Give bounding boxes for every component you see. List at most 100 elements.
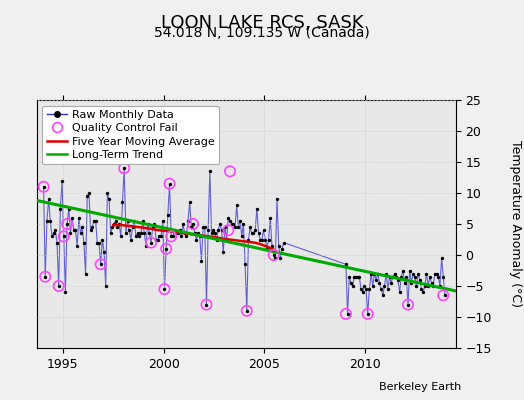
Point xyxy=(342,261,350,268)
Point xyxy=(409,270,417,277)
Point xyxy=(110,221,118,227)
Point xyxy=(387,280,396,286)
Point xyxy=(192,236,201,243)
Point xyxy=(63,221,71,227)
Point xyxy=(180,230,189,236)
Point xyxy=(239,221,248,227)
Point xyxy=(224,214,233,221)
Point xyxy=(64,205,73,212)
Point xyxy=(167,233,176,240)
Point xyxy=(140,230,148,236)
Y-axis label: Temperature Anomaly (°C): Temperature Anomaly (°C) xyxy=(509,140,522,308)
Text: Berkeley Earth: Berkeley Earth xyxy=(379,382,461,392)
Point xyxy=(132,233,140,240)
Point xyxy=(39,184,48,190)
Point xyxy=(368,283,377,289)
Point xyxy=(100,249,108,255)
Point xyxy=(71,227,80,233)
Point xyxy=(402,274,410,280)
Point xyxy=(112,218,120,224)
Point xyxy=(159,218,167,224)
Point xyxy=(384,286,392,292)
Point xyxy=(127,236,135,243)
Point xyxy=(201,224,209,230)
Point xyxy=(90,218,98,224)
Point xyxy=(81,270,90,277)
Point xyxy=(185,199,194,206)
Point xyxy=(145,230,154,236)
Point xyxy=(251,227,259,233)
Point xyxy=(407,280,416,286)
Point xyxy=(166,180,174,187)
Point xyxy=(176,227,184,233)
Point xyxy=(419,289,427,295)
Point xyxy=(98,236,106,243)
Point xyxy=(379,292,387,298)
Point xyxy=(162,246,170,252)
Point xyxy=(249,230,258,236)
Point xyxy=(61,289,70,295)
Legend: Raw Monthly Data, Quality Control Fail, Five Year Moving Average, Long-Term Tren: Raw Monthly Data, Quality Control Fail, … xyxy=(42,106,220,164)
Point xyxy=(130,218,138,224)
Point xyxy=(236,218,244,224)
Point xyxy=(269,252,278,258)
Point xyxy=(85,190,93,196)
Point xyxy=(122,230,130,236)
Point xyxy=(421,283,429,289)
Point xyxy=(93,239,102,246)
Point xyxy=(256,236,265,243)
Point xyxy=(115,221,123,227)
Point xyxy=(253,205,261,212)
Point xyxy=(263,246,271,252)
Point xyxy=(439,292,447,298)
Point xyxy=(396,289,404,295)
Point xyxy=(209,227,217,233)
Point xyxy=(372,277,380,283)
Point xyxy=(217,227,226,233)
Point xyxy=(103,190,112,196)
Point xyxy=(243,308,251,314)
Point xyxy=(138,218,147,224)
Point xyxy=(417,286,425,292)
Point xyxy=(438,255,446,261)
Point xyxy=(187,224,195,230)
Point xyxy=(394,277,402,283)
Point xyxy=(382,270,390,277)
Point xyxy=(48,233,56,240)
Point xyxy=(134,230,142,236)
Point xyxy=(45,196,53,202)
Point xyxy=(364,311,372,317)
Text: LOON LAKE RCS, SASK: LOON LAKE RCS, SASK xyxy=(161,14,363,32)
Point xyxy=(202,302,211,308)
Point xyxy=(197,258,205,264)
Point xyxy=(189,221,197,227)
Point xyxy=(212,236,221,243)
Point xyxy=(56,205,64,212)
Point xyxy=(377,286,385,292)
Point xyxy=(128,224,137,230)
Point xyxy=(208,230,216,236)
Point xyxy=(106,230,115,236)
Point xyxy=(358,289,367,295)
Point xyxy=(117,233,125,240)
Point xyxy=(429,283,438,289)
Point xyxy=(147,239,155,246)
Point xyxy=(216,221,224,227)
Point xyxy=(362,286,370,292)
Point xyxy=(86,227,95,233)
Point xyxy=(258,236,266,243)
Point xyxy=(96,261,105,268)
Point xyxy=(191,230,199,236)
Point xyxy=(273,196,281,202)
Point xyxy=(60,233,68,240)
Point xyxy=(439,274,447,280)
Point xyxy=(412,283,421,289)
Point xyxy=(248,230,256,236)
Point xyxy=(167,233,176,240)
Point xyxy=(365,286,374,292)
Point xyxy=(414,270,422,277)
Point xyxy=(410,274,419,280)
Point xyxy=(357,286,365,292)
Point xyxy=(352,274,360,280)
Point xyxy=(88,224,96,230)
